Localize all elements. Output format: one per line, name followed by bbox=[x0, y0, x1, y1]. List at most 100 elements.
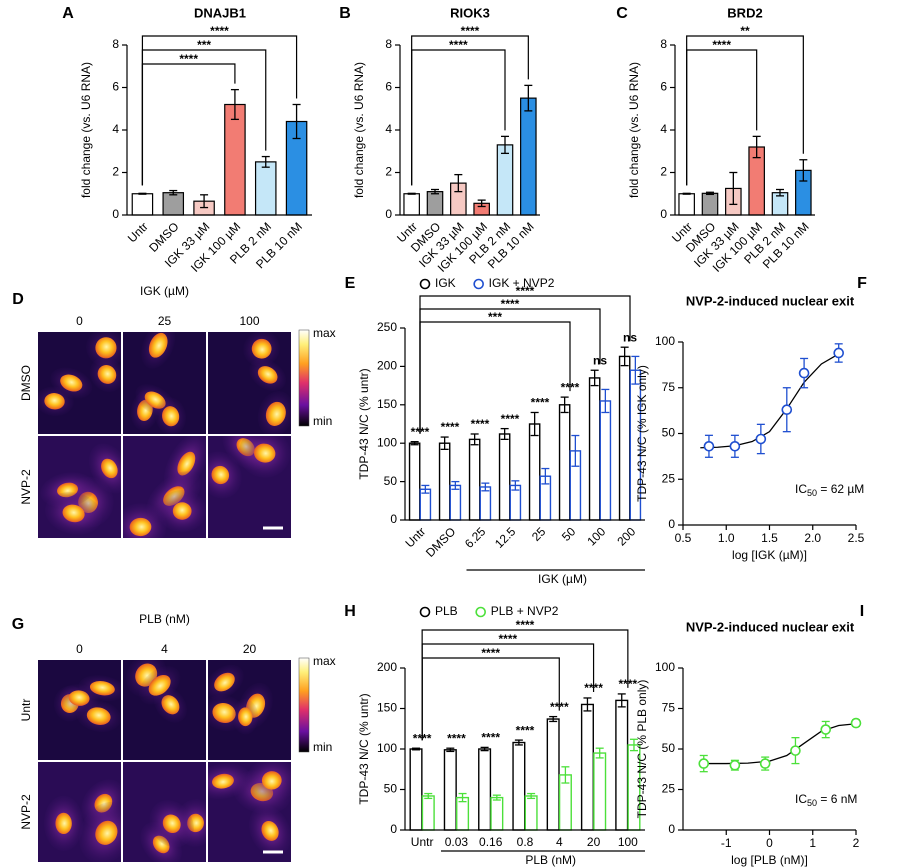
error-bar bbox=[424, 792, 433, 800]
x-tick-label: Untr bbox=[125, 219, 151, 245]
legend-label: IGK bbox=[435, 276, 456, 290]
x-axis-label: log [PLB (nM)] bbox=[731, 853, 808, 867]
y-tick-label: 50 bbox=[384, 474, 398, 488]
error-bar bbox=[620, 346, 629, 367]
y-tick-label: 0 bbox=[660, 207, 667, 221]
x-tick-label: 20 bbox=[587, 835, 601, 849]
bar bbox=[599, 400, 612, 521]
nucleus bbox=[129, 517, 152, 537]
data-point bbox=[703, 441, 715, 452]
x-tick-label: 100 bbox=[618, 835, 638, 849]
x-tick-label: 50 bbox=[559, 524, 579, 544]
bar bbox=[678, 193, 695, 216]
y-tick-label: 75 bbox=[662, 380, 676, 394]
bar bbox=[496, 144, 514, 216]
error-bar bbox=[292, 103, 301, 140]
micrograph-tile bbox=[123, 660, 206, 760]
nucleus bbox=[148, 332, 168, 358]
error-bar bbox=[481, 482, 490, 492]
bar bbox=[490, 796, 504, 831]
bar bbox=[546, 718, 560, 831]
error-bar bbox=[511, 480, 520, 491]
micrograph-tile bbox=[38, 436, 121, 538]
data-point bbox=[833, 347, 845, 359]
error-bar bbox=[549, 715, 558, 723]
column-label: 4 bbox=[161, 642, 168, 656]
bar bbox=[408, 442, 421, 521]
y-tick-label: 8 bbox=[660, 37, 667, 51]
comparison-label: **** bbox=[516, 284, 535, 298]
data-point bbox=[850, 717, 862, 729]
column-label: 0 bbox=[76, 642, 83, 656]
comparison-label: **** bbox=[481, 646, 500, 660]
y-tick-label: 2 bbox=[112, 165, 119, 179]
y-tick-label: 0 bbox=[668, 822, 675, 836]
x-tick-label: 0.03 bbox=[445, 835, 469, 849]
significance-label: **** bbox=[441, 420, 460, 434]
ic50-annotation: IC50 = 6 nM bbox=[795, 792, 857, 808]
y-tick-label: 0 bbox=[390, 822, 397, 836]
error-bar bbox=[477, 199, 486, 208]
chart-title: BRD2 bbox=[727, 5, 762, 20]
bar bbox=[615, 699, 629, 831]
error-bar bbox=[706, 191, 714, 196]
micrograph-tile bbox=[208, 762, 291, 862]
comparison-bracket bbox=[686, 49, 758, 186]
error-bar bbox=[169, 189, 178, 196]
data-point bbox=[729, 759, 741, 771]
error-bar bbox=[410, 441, 419, 446]
fit-curve bbox=[700, 353, 840, 449]
comparison-label: **** bbox=[449, 38, 468, 52]
nucleus bbox=[257, 366, 278, 384]
legend-label: PLB bbox=[435, 604, 458, 618]
comparison-bracket bbox=[421, 657, 560, 741]
error-bar bbox=[776, 188, 784, 197]
y-tick-label: 8 bbox=[385, 37, 392, 51]
comparison-label: **** bbox=[712, 38, 731, 52]
x-tick-label: 0.16 bbox=[479, 835, 503, 849]
micrograph-tile bbox=[38, 762, 121, 862]
nucleus bbox=[212, 702, 236, 724]
y-tick-label: 100 bbox=[655, 334, 675, 348]
y-tick-label: 50 bbox=[662, 741, 676, 755]
y-tick-label: 4 bbox=[660, 122, 667, 136]
nucleus bbox=[211, 465, 230, 485]
comparison-label: **** bbox=[516, 618, 535, 632]
colorbar-min-label: min bbox=[313, 740, 332, 754]
chart-title: RIOK3 bbox=[450, 5, 490, 20]
comparison-bracket bbox=[686, 35, 804, 186]
error-bar bbox=[138, 192, 147, 195]
bar bbox=[419, 488, 432, 521]
nucleus bbox=[55, 812, 72, 835]
y-tick-label: 0 bbox=[112, 207, 119, 221]
bar bbox=[131, 193, 154, 216]
significance-label: **** bbox=[471, 417, 490, 431]
y-tick-label: 100 bbox=[377, 741, 397, 755]
x-tick-label: 2.0 bbox=[804, 531, 821, 545]
error-bar bbox=[629, 738, 638, 752]
y-axis-label: TDP-43 N/C (% IGK only) bbox=[635, 365, 649, 502]
error-bar bbox=[729, 171, 738, 206]
column-label: 25 bbox=[158, 314, 172, 328]
error-bar bbox=[492, 794, 501, 801]
error-bar bbox=[200, 194, 209, 209]
bar bbox=[701, 192, 719, 216]
significance-label: **** bbox=[447, 731, 466, 745]
data-point bbox=[755, 433, 767, 445]
ic50-symbol: IC bbox=[795, 792, 807, 806]
error-bar bbox=[440, 436, 449, 450]
error-bar bbox=[561, 766, 570, 784]
bar bbox=[479, 486, 492, 521]
x-tick-label: Untr bbox=[411, 835, 434, 849]
bar bbox=[498, 433, 511, 521]
y-tick-label: 50 bbox=[384, 782, 398, 796]
y-tick-label: 100 bbox=[655, 660, 675, 674]
legend-marker bbox=[475, 606, 486, 618]
bar bbox=[524, 795, 538, 831]
micrograph-tile bbox=[123, 436, 206, 538]
bar bbox=[438, 442, 451, 521]
error-bar bbox=[451, 480, 460, 490]
comparison-label: **** bbox=[179, 52, 198, 66]
error-bar bbox=[799, 159, 808, 182]
colorbar-max-label: max bbox=[313, 654, 336, 668]
